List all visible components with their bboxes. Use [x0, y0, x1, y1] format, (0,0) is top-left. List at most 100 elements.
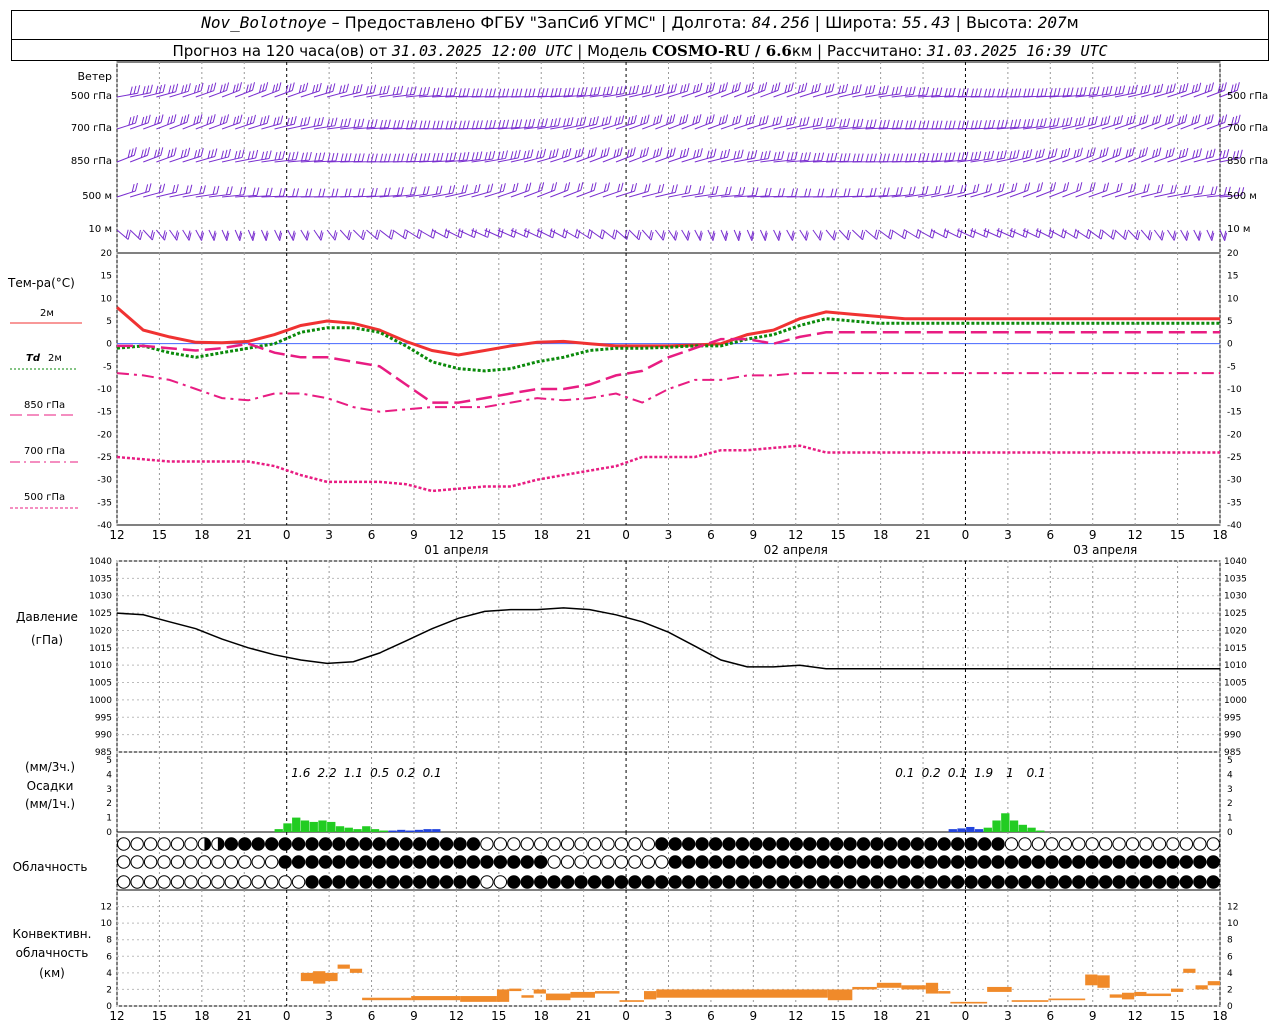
wind-barb-0-735 — [760, 82, 781, 98]
cloud-cell-1-50 — [789, 855, 803, 869]
wind-barb-2-885 — [891, 153, 917, 163]
cloud-cell-0-18 — [359, 837, 373, 851]
conv-y-tick-left-0: 12 — [101, 903, 112, 913]
wind-barb-feather — [711, 230, 715, 239]
pressure-y-tick-left-7: 1005 — [89, 679, 112, 689]
wind-barb-feather — [931, 87, 935, 97]
wind-barb-feather — [1001, 119, 1005, 128]
wind-barb-feather — [771, 84, 775, 93]
wind-barb-0-960 — [957, 88, 982, 98]
pressure-y-tick-right-7: 1005 — [1224, 679, 1247, 689]
wind-barb-feather — [176, 232, 180, 241]
wind-barb-2-60 — [169, 147, 191, 163]
wind-barb-feather — [219, 116, 223, 125]
wind-barb-feather — [602, 230, 605, 240]
x-tick-label-mid-0: 12 — [109, 528, 124, 542]
conv-y-tick-right-0: 12 — [1227, 903, 1238, 913]
wind-barb-2-1185 — [1154, 147, 1175, 163]
precip-total-label-2: 1.1 — [344, 766, 363, 780]
wind-barb-feather — [987, 120, 991, 129]
wind-barb-feather — [978, 151, 982, 160]
wind-barb-feather — [645, 85, 649, 94]
wind-barb-feather — [258, 84, 262, 93]
wind-barb-feather — [605, 116, 609, 125]
wind-barb-feather — [150, 230, 154, 239]
wind-barb-feather — [860, 188, 864, 197]
model-label: | Модель — [572, 42, 652, 60]
wind-barb-feather — [805, 232, 809, 241]
wind-barb-feather — [1089, 148, 1093, 157]
wind-barb-4-855 — [865, 229, 880, 240]
wind-barb-1-705 — [733, 114, 756, 130]
cloud-cell-0-39 — [641, 837, 656, 851]
wind-barb-feather — [846, 230, 850, 239]
wind-barb-feather — [812, 118, 816, 127]
wind-barb-feather — [457, 228, 461, 237]
wind-barb-3-135 — [235, 187, 260, 198]
wind-barb-feather — [558, 87, 562, 97]
wind-barb-shaft — [602, 229, 616, 240]
wind-barb-feather — [984, 88, 988, 97]
wind-barb-feather — [1023, 88, 1027, 97]
wind-barb-2-1125 — [1101, 147, 1122, 163]
wind-barb-feather — [1145, 147, 1149, 156]
wind-barb-2-0 — [116, 147, 137, 163]
cloud-cell-2-72 — [1085, 875, 1099, 889]
wind-barb-feather — [829, 118, 833, 127]
wind-barb-feather — [160, 147, 164, 156]
wind-barb-feather — [963, 184, 967, 193]
wind-barb-2-120 — [221, 149, 245, 163]
cloud-cell-1-65 — [991, 855, 1005, 869]
precip-y-tick-right-1: 4 — [1227, 770, 1233, 780]
wind-barb-2-165 — [261, 150, 286, 163]
wind-barb-feather — [577, 183, 581, 192]
legend-td-name: Td — [26, 353, 41, 364]
wind-barb-feather — [787, 83, 791, 92]
conv-segment-34 — [1183, 968, 1196, 973]
wind-barb-feather — [537, 88, 541, 97]
wind-barb-feather — [802, 117, 806, 126]
wind-barb-feather — [1069, 116, 1073, 126]
wind-barb-feather — [750, 150, 754, 159]
wind-barb-feather — [315, 83, 319, 93]
model-name: COSMO-RU / 6.6 — [652, 42, 792, 60]
wind-barb-feather — [374, 119, 378, 128]
wind-barb-2-195 — [287, 151, 312, 163]
wind-barb-feather — [1014, 88, 1018, 97]
wind-barb-feather — [1079, 182, 1083, 191]
wind-barb-feather — [1063, 183, 1066, 192]
wind-barb-feather — [745, 117, 749, 126]
wind-barb-shaft — [497, 229, 515, 238]
cloud-cell-1-57 — [883, 855, 898, 869]
altitude-value: 207 — [1037, 13, 1067, 32]
cloud-cell-1-74 — [1112, 855, 1126, 869]
wind-barb-feather — [833, 117, 837, 126]
wind-barb-feather — [1195, 149, 1199, 158]
wind-barb-1-315 — [392, 120, 418, 130]
x-tick-label-mid-3: 21 — [237, 528, 252, 542]
wind-barb-feather — [1087, 117, 1091, 126]
wind-barb-feather — [1039, 118, 1043, 127]
wind-barb-feather — [856, 153, 860, 162]
wind-barb-feather — [693, 150, 697, 159]
cloud-cell-0-32 — [547, 837, 561, 851]
conv-y-tick-right-6: 0 — [1227, 1002, 1233, 1012]
wind-barb-feather — [232, 84, 236, 93]
precip-unit-1h: (мм/1ч.) — [25, 797, 75, 811]
wind-barb-shaft — [1049, 229, 1065, 239]
wind-barb-feather — [537, 119, 541, 128]
wind-barb-feather — [811, 85, 815, 94]
cloud-cell-0-53 — [829, 837, 844, 851]
wind-barb-feather — [679, 85, 683, 94]
wind-barb-feather — [497, 227, 501, 237]
wind-barb-feather — [826, 153, 830, 162]
wind-barb-3-1215 — [1180, 185, 1205, 198]
wind-barb-feather — [423, 120, 427, 129]
date-label-2: 03 апреля — [1073, 543, 1137, 557]
wind-barb-4-1260 — [1219, 229, 1228, 241]
wind-barb-feather — [606, 147, 610, 156]
wind-barb-feather — [320, 117, 324, 126]
wind-barb-feather — [738, 114, 742, 123]
cloud-cell-1-73 — [1098, 855, 1113, 869]
wind-barb-feather — [125, 229, 129, 238]
